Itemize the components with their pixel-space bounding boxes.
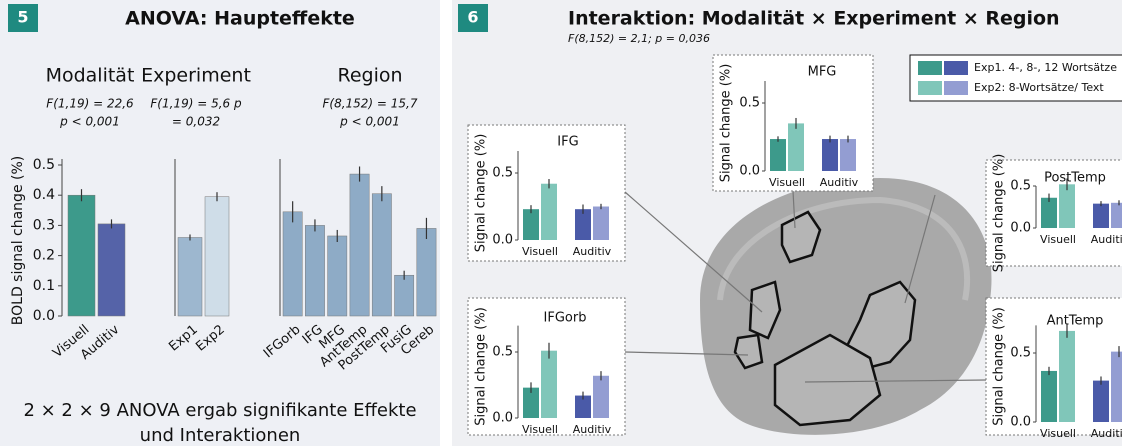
y-tick-label: 0.5 [492, 345, 513, 360]
panel-subtitle: F(8,152) = 2,1; p = 0,036 [568, 32, 710, 45]
y-axis-label: Signal change (%) [992, 154, 1007, 273]
figure: 5 6 ANOVA: Haupteffekte Interaktion: Mod… [0, 0, 1122, 446]
y-tick-label: 0.5 [1010, 346, 1031, 361]
bar [822, 139, 838, 171]
y-tick-label: 0.2 [33, 248, 55, 264]
y-axis-label: Signal change (%) [474, 307, 489, 426]
bar [98, 224, 125, 316]
bar [1111, 352, 1122, 422]
bar [350, 174, 369, 316]
y-tick-label: 0.0 [739, 164, 760, 179]
bar [593, 207, 609, 241]
x-tick-label: Visuell [769, 176, 805, 189]
bar [593, 376, 609, 418]
bar [770, 139, 786, 171]
caption: 2 × 2 × 9 ANOVA ergab signifikante Effek… [10, 398, 430, 446]
badge-number: 5 [17, 8, 28, 27]
y-tick-label: 0.5 [492, 166, 513, 181]
annotation: p < 0,001 [339, 115, 400, 129]
chart-title: Modalität [46, 65, 135, 87]
x-tick-label: Visuell [522, 423, 558, 436]
panel-title: ANOVA: Haupteffekte [125, 8, 355, 30]
y-axis-label: BOLD signal change (%) [10, 156, 26, 325]
y-tick-label: 0.0 [492, 411, 513, 426]
y-tick-label: 0.5 [33, 157, 55, 173]
x-tick-label: Auditiv [1091, 233, 1122, 246]
x-tick-label: Auditiv [820, 176, 859, 189]
bar [395, 275, 414, 316]
y-tick-label: 0.1 [33, 278, 55, 294]
x-tick-label: Visuell [1040, 427, 1076, 440]
bar [1059, 331, 1075, 422]
x-tick-label: Auditiv [573, 245, 612, 258]
bar [1041, 371, 1057, 422]
bar [1059, 184, 1075, 228]
x-tick-label: Visuell [1040, 233, 1076, 246]
legend-swatch [918, 61, 942, 75]
bar [541, 184, 557, 240]
bar [1093, 381, 1109, 422]
annotation: F(1,19) = 5,6 p [150, 97, 242, 111]
panel-title: Interaktion: Modalität × Experiment × Re… [568, 8, 1060, 30]
chart-title: IFGorb [544, 311, 587, 326]
annotation: F(1,19) = 22,6 [46, 97, 134, 111]
bar [1041, 198, 1057, 228]
chart-title: Experiment [141, 65, 251, 87]
bar [1093, 204, 1109, 228]
chart-title: MFG [808, 65, 837, 80]
y-tick-label: 0.0 [492, 233, 513, 248]
bar [205, 197, 229, 316]
y-tick-label: 0.5 [1010, 179, 1031, 194]
y-tick-label: 0.0 [33, 308, 55, 324]
bar [178, 237, 202, 316]
bar [788, 123, 804, 171]
legend-swatch [944, 81, 968, 95]
legend-label: Exp2: 8-Wortsätze/ Text [974, 81, 1104, 94]
legend-swatch [918, 81, 942, 95]
bar [1111, 203, 1122, 228]
bar [283, 212, 302, 316]
chart-title: AntTemp [1047, 314, 1104, 329]
chart-title: Region [337, 65, 402, 87]
y-axis-label: Signal change (%) [992, 307, 1007, 426]
bar [417, 228, 436, 316]
chart-title: IFG [557, 135, 578, 150]
x-tick-label: Auditiv [573, 423, 612, 436]
bar [68, 195, 95, 316]
bar [840, 139, 856, 171]
annotation: F(8,152) = 15,7 [322, 97, 417, 111]
y-tick-label: 0.0 [1010, 415, 1031, 430]
x-tick-label: Auditiv [1091, 427, 1122, 440]
badge-number: 6 [467, 8, 478, 27]
y-tick-label: 0.0 [1010, 221, 1031, 236]
y-tick-label: 0.5 [739, 96, 760, 111]
bar [328, 236, 347, 316]
bar [372, 194, 391, 316]
legend-swatch [944, 61, 968, 75]
legend-label: Exp1. 4-, 8-, 12 Wortsätze [974, 61, 1117, 74]
y-tick-label: 0.4 [33, 187, 55, 203]
y-axis-label: Signal change (%) [719, 64, 734, 183]
bar [305, 225, 324, 316]
page: 5 6 ANOVA: Haupteffekte Interaktion: Mod… [0, 0, 1122, 446]
bar [541, 351, 557, 418]
bar [523, 209, 539, 240]
annotation: p < 0,001 [59, 115, 120, 129]
x-tick-label: Visuell [522, 245, 558, 258]
y-tick-label: 0.3 [33, 217, 55, 233]
y-axis-label: Signal change (%) [474, 134, 489, 253]
annotation: = 0,032 [172, 115, 220, 129]
chart-title: PostTemp [1044, 171, 1106, 186]
